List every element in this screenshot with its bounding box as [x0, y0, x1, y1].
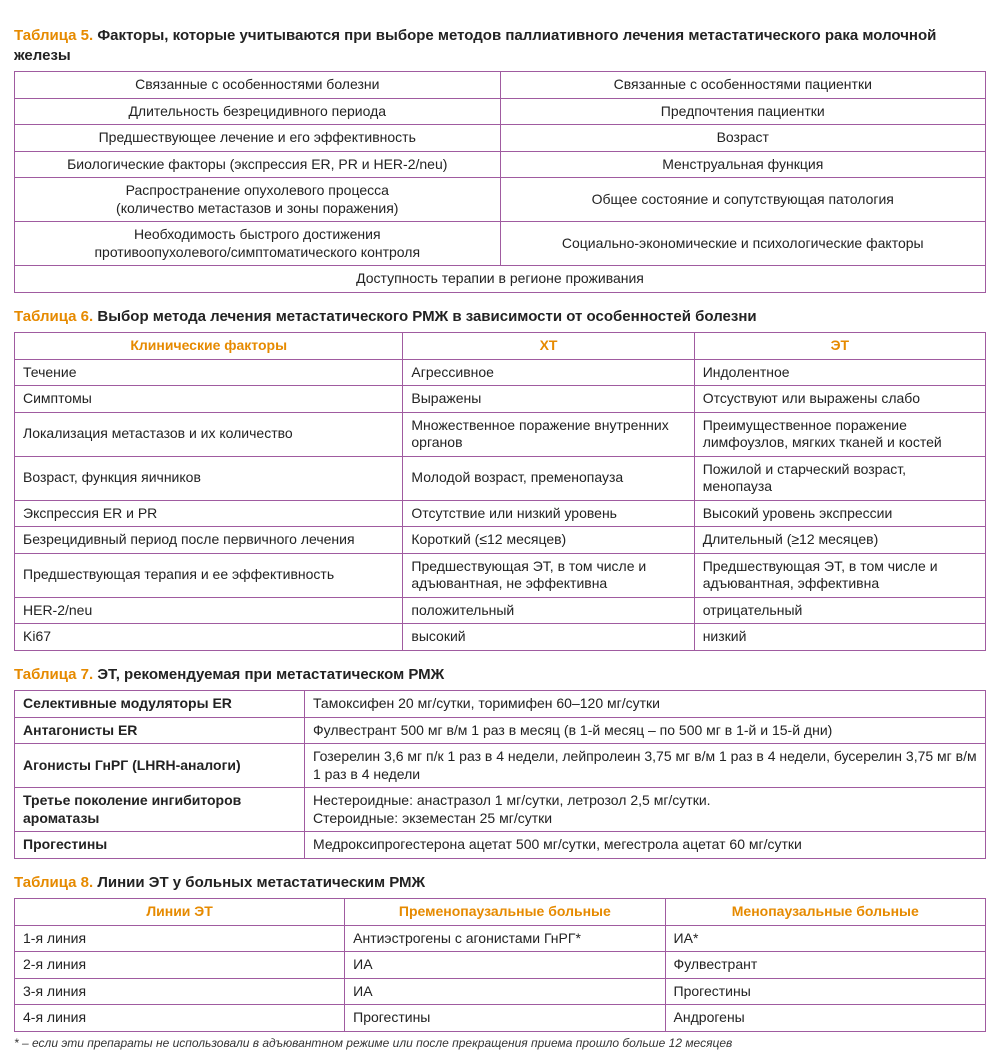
t5-cell: Предпочтения пациентки — [500, 98, 986, 125]
t5-cell: Необходимость быстрого достижения против… — [15, 222, 501, 266]
table5-title: Таблица 5. Факторы, которые учитываются … — [14, 26, 986, 65]
t6-cell: Локализация метастазов и их количество — [15, 412, 403, 456]
t7-val: Нестероидные: анастразол 1 мг/сутки, лет… — [305, 788, 986, 832]
t8-cell: ИА — [345, 952, 665, 979]
t7-val: Тамоксифен 20 мг/сутки, торимифен 60–120… — [305, 691, 986, 718]
t8-cell: Прогестины — [345, 1005, 665, 1032]
t7-val: Фулвестрант 500 мг в/м 1 раз в месяц (в … — [305, 717, 986, 744]
t6-h1: Клинические факторы — [15, 333, 403, 360]
t6-cell: Безрецидивный период после первичного ле… — [15, 527, 403, 554]
t5-cell: Предшествующее лечение и его эффективнос… — [15, 125, 501, 152]
t6-cell: Предшествующая терапия и ее эффективност… — [15, 553, 403, 597]
t7-val: Гозерелин 3,6 мг п/к 1 раз в 4 недели, л… — [305, 744, 986, 788]
t6-cell: положительный — [403, 597, 694, 624]
table7-title: Таблица 7. ЭТ, рекомендуемая при метаста… — [14, 665, 986, 685]
table6-title: Таблица 6. Выбор метода лечения метастат… — [14, 307, 986, 327]
t6-cell: Пожилой и старческий возраст, менопауза — [694, 456, 985, 500]
t6-cell: отрицательный — [694, 597, 985, 624]
t6-cell: Индолентное — [694, 359, 985, 386]
t8-cell: Прогестины — [665, 978, 985, 1005]
t6-cell: Агрессивное — [403, 359, 694, 386]
t6-cell: низкий — [694, 624, 985, 651]
table5: Связанные с особенностями болезни Связан… — [14, 71, 986, 293]
t6-cell: Предшествующая ЭТ, в том числе и адъюван… — [694, 553, 985, 597]
t7-lbl: Агонисты ГнРГ (LHRH-аналоги) — [15, 744, 305, 788]
t7-lbl: Антагонисты ER — [15, 717, 305, 744]
t6-cell: Отсуствуют или выражены слабо — [694, 386, 985, 413]
t6-cell: Высокий уровень экспрессии — [694, 500, 985, 527]
table8-num: Таблица 8. — [14, 874, 93, 891]
table5-num: Таблица 5. — [14, 27, 93, 44]
t5-cell: Длительность безрецидивного периода — [15, 98, 501, 125]
t6-cell: Течение — [15, 359, 403, 386]
t6-h3: ЭТ — [694, 333, 985, 360]
t7-lbl: Третье поколение ингибиторов ароматазы — [15, 788, 305, 832]
t6-cell: Выражены — [403, 386, 694, 413]
t8-h2: Пременопаузальные больные — [345, 899, 665, 926]
t8-cell: 1-я линия — [15, 925, 345, 952]
t6-cell: Предшествующая ЭТ, в том числе и адъюван… — [403, 553, 694, 597]
t6-cell: Преимущественное поражение лимфоузлов, м… — [694, 412, 985, 456]
t6-cell: Длительный (≥12 месяцев) — [694, 527, 985, 554]
t8-cell: 3-я линия — [15, 978, 345, 1005]
t5-full: Доступность терапии в регионе проживания — [15, 266, 986, 293]
t6-cell: HER-2/neu — [15, 597, 403, 624]
table7-title-text: ЭТ, рекомендуемая при метастатическом РМ… — [97, 666, 444, 683]
t8-cell: ИА — [345, 978, 665, 1005]
t6-cell: Отсутствие или низкий уровень — [403, 500, 694, 527]
t5-cell: Менструальная функция — [500, 151, 986, 178]
t8-cell: 4-я линия — [15, 1005, 345, 1032]
t6-cell: Молодой возраст, пременопауза — [403, 456, 694, 500]
t7-val: Медроксипрогестерона ацетат 500 мг/сутки… — [305, 832, 986, 859]
t7-lbl: Селективные модуляторы ER — [15, 691, 305, 718]
t5-head-left: Связанные с особенностями болезни — [15, 72, 501, 99]
t8-cell: Антиэстрогены с агонистами ГнРГ* — [345, 925, 665, 952]
t6-cell: Ki67 — [15, 624, 403, 651]
t6-cell: высокий — [403, 624, 694, 651]
table7-num: Таблица 7. — [14, 666, 93, 683]
t8-h1: Линии ЭТ — [15, 899, 345, 926]
table8-title: Таблица 8. Линии ЭТ у больных метастатич… — [14, 873, 986, 893]
table6-title-text: Выбор метода лечения метастатического РМ… — [97, 308, 756, 325]
t6-cell: Симптомы — [15, 386, 403, 413]
t6-cell: Возраст, функция яичников — [15, 456, 403, 500]
t5-cell: Биологические факторы (экспрессия ER, PR… — [15, 151, 501, 178]
t5-cell: Распространение опухолевого процесса (ко… — [15, 178, 501, 222]
table6: Клинические факторы ХТ ЭТ ТечениеАгресси… — [14, 332, 986, 651]
table8: Линии ЭТ Пременопаузальные больные Меноп… — [14, 898, 986, 1032]
t6-h2: ХТ — [403, 333, 694, 360]
t6-cell: Множественное поражение внутренних орган… — [403, 412, 694, 456]
t8-cell: Андрогены — [665, 1005, 985, 1032]
t7-lbl: Прогестины — [15, 832, 305, 859]
t8-cell: Фулвестрант — [665, 952, 985, 979]
table7: Селективные модуляторы ERТамоксифен 20 м… — [14, 690, 986, 859]
table5-title-text: Факторы, которые учитываются при выборе … — [14, 27, 936, 64]
t5-head-right: Связанные с особенностями пациентки — [500, 72, 986, 99]
t8-cell: 2-я линия — [15, 952, 345, 979]
t5-cell: Общее состояние и сопутствующая патологи… — [500, 178, 986, 222]
t5-cell: Возраст — [500, 125, 986, 152]
table8-title-text: Линии ЭТ у больных метастатическим РМЖ — [97, 874, 425, 891]
t5-cell: Социально-экономические и психологически… — [500, 222, 986, 266]
t6-cell: Экспрессия ER и PR — [15, 500, 403, 527]
t8-cell: ИА* — [665, 925, 985, 952]
t8-h3: Менопаузальные больные — [665, 899, 985, 926]
table6-num: Таблица 6. — [14, 308, 93, 325]
t6-cell: Короткий (≤12 месяцев) — [403, 527, 694, 554]
